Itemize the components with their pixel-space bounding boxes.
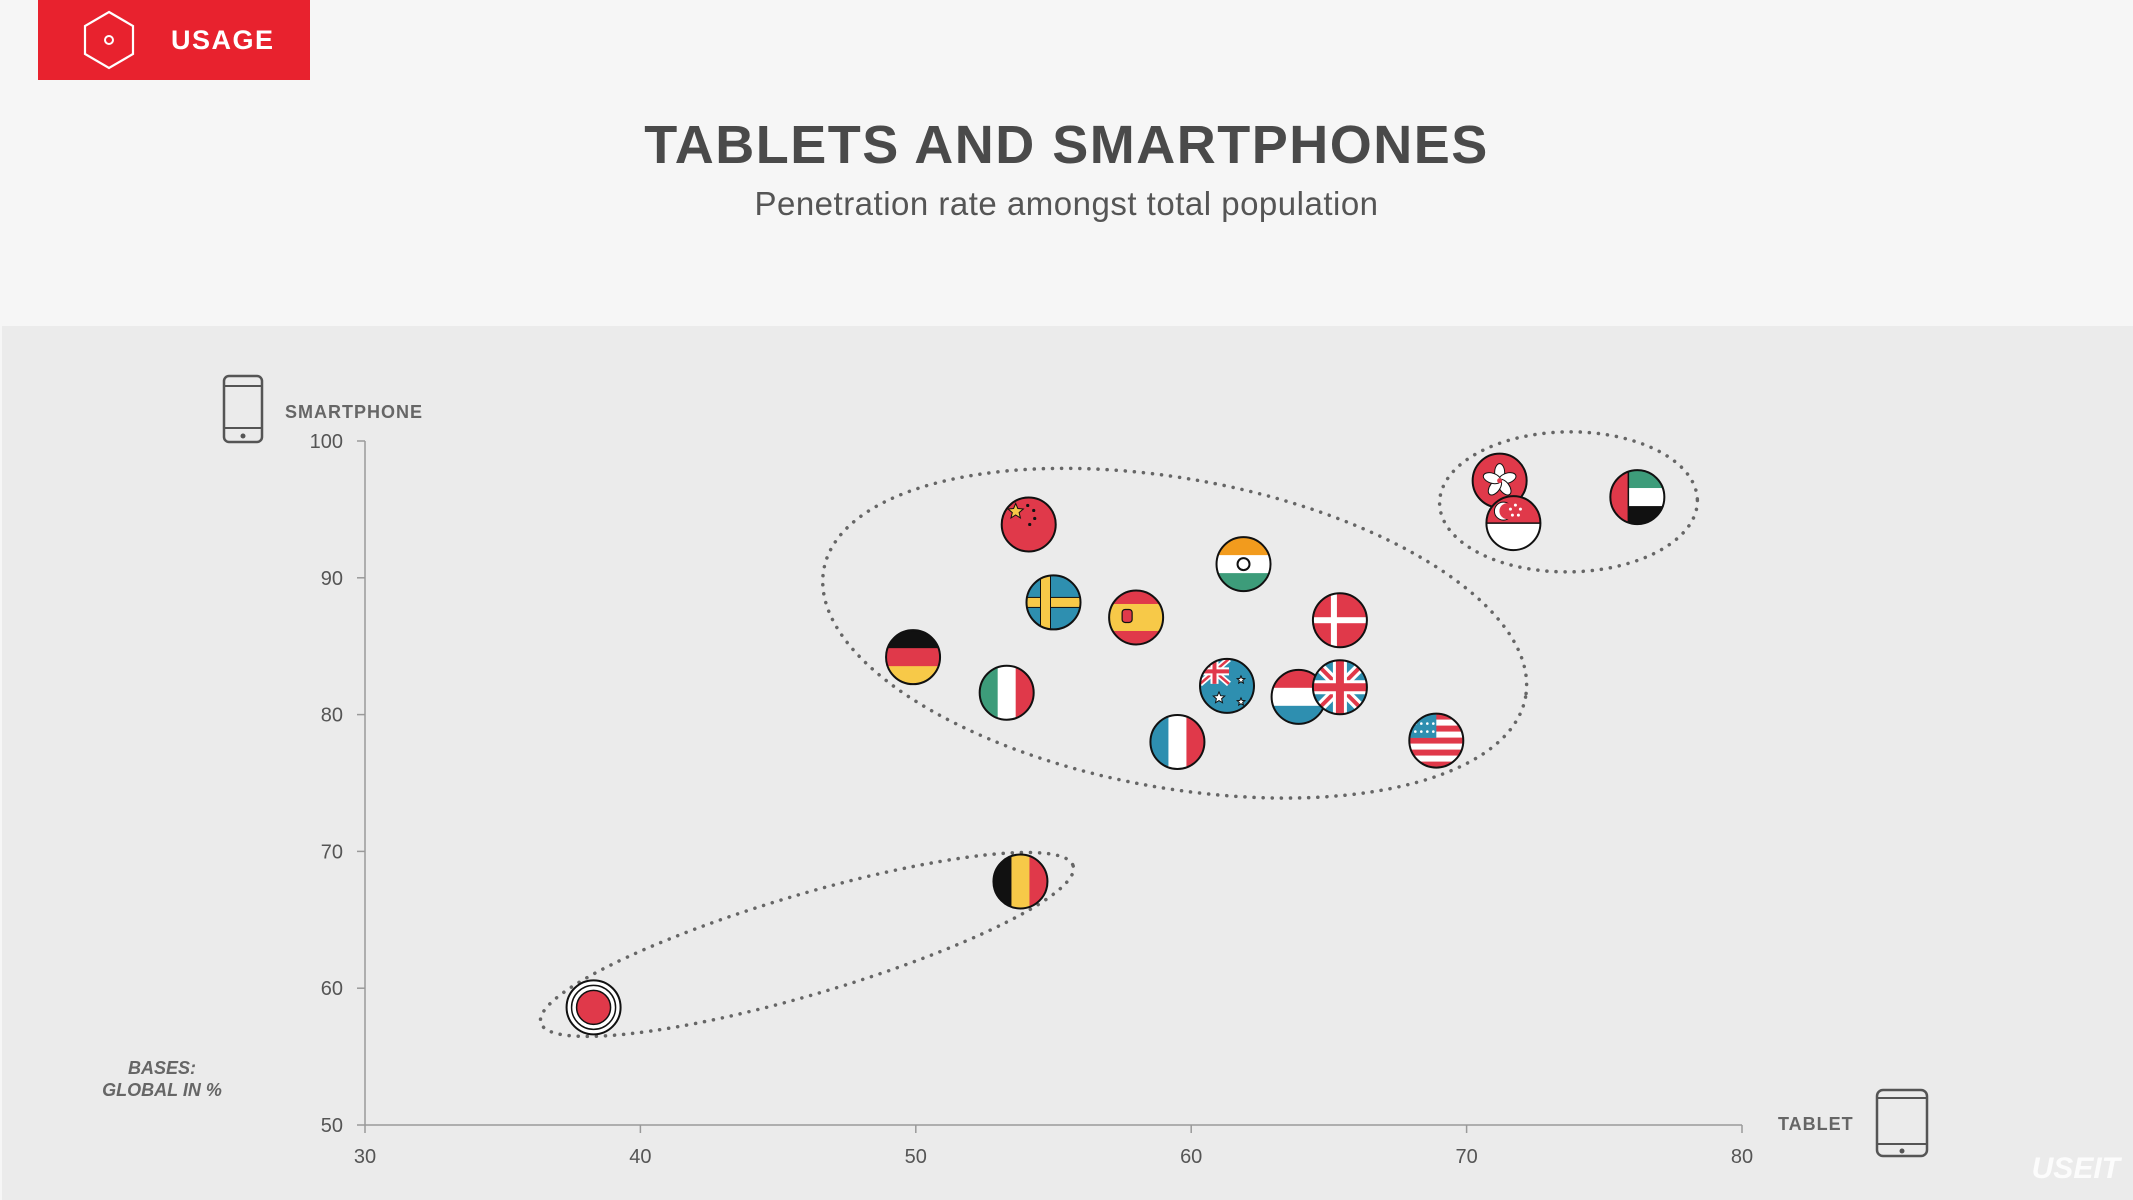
chart-panel	[2, 326, 2133, 1200]
flag-marker-belgium	[992, 853, 1049, 910]
section-label: USAGE	[171, 25, 275, 55]
flag-marker-united-kingdom	[1311, 659, 1368, 716]
footnote-line-2: GLOBAL IN %	[102, 1080, 222, 1100]
y-tick-label: 80	[321, 705, 343, 727]
flag-marker-uae	[1609, 469, 1666, 526]
watermark-logo: USEIT	[2032, 1152, 2123, 1185]
footnote-line-1: BASES:	[127, 1058, 196, 1078]
x-tick-label: 50	[905, 1146, 927, 1168]
flag-marker-france	[1149, 713, 1206, 770]
flag-marker-germany	[885, 629, 942, 686]
y-tick-label: 70	[321, 841, 343, 863]
y-tick-label: 100	[310, 431, 343, 453]
flag-marker-spain	[1108, 589, 1165, 646]
bases-footnote: BASES: GLOBAL IN %	[72, 1057, 252, 1101]
smartphone-icon	[222, 374, 264, 444]
y-tick-label: 60	[321, 978, 343, 1000]
flag-marker-sweden	[1025, 574, 1082, 631]
page-subtitle: Penetration rate amongst total populatio…	[754, 185, 1379, 222]
flag-marker-hong-kong	[1471, 452, 1528, 509]
x-tick-label: 80	[1731, 1146, 1753, 1168]
y-tick-label: 90	[321, 568, 343, 590]
section-badge: USAGE	[38, 0, 310, 80]
cluster-ellipse	[538, 850, 1076, 1039]
flag-marker-usa	[1408, 712, 1465, 769]
y-tick-label: 50	[321, 1115, 343, 1137]
x-tick-label: 40	[629, 1146, 651, 1168]
flag-marker-singapore	[1485, 495, 1542, 552]
page-title: TABLETS AND SMARTPHONES	[644, 115, 1489, 175]
flag-marker-denmark	[1311, 592, 1368, 649]
flag-marker-japan	[565, 979, 622, 1036]
flag-marker-china	[1000, 496, 1057, 553]
cluster-ellipse	[1437, 430, 1700, 574]
flag-marker-italy	[978, 664, 1035, 721]
y-axis-label: SMARTPHONE	[285, 402, 423, 422]
flag-marker-india	[1215, 536, 1272, 593]
cluster-ellipse	[820, 466, 1529, 800]
x-tick-label: 60	[1180, 1146, 1202, 1168]
x-axis-label: TABLET	[1778, 1114, 1854, 1134]
tablet-icon	[1875, 1088, 1929, 1158]
x-tick-label: 30	[354, 1146, 376, 1168]
flag-marker-australia	[1199, 657, 1256, 714]
x-tick-label: 70	[1455, 1146, 1477, 1168]
hexagon-icon	[83, 10, 135, 70]
